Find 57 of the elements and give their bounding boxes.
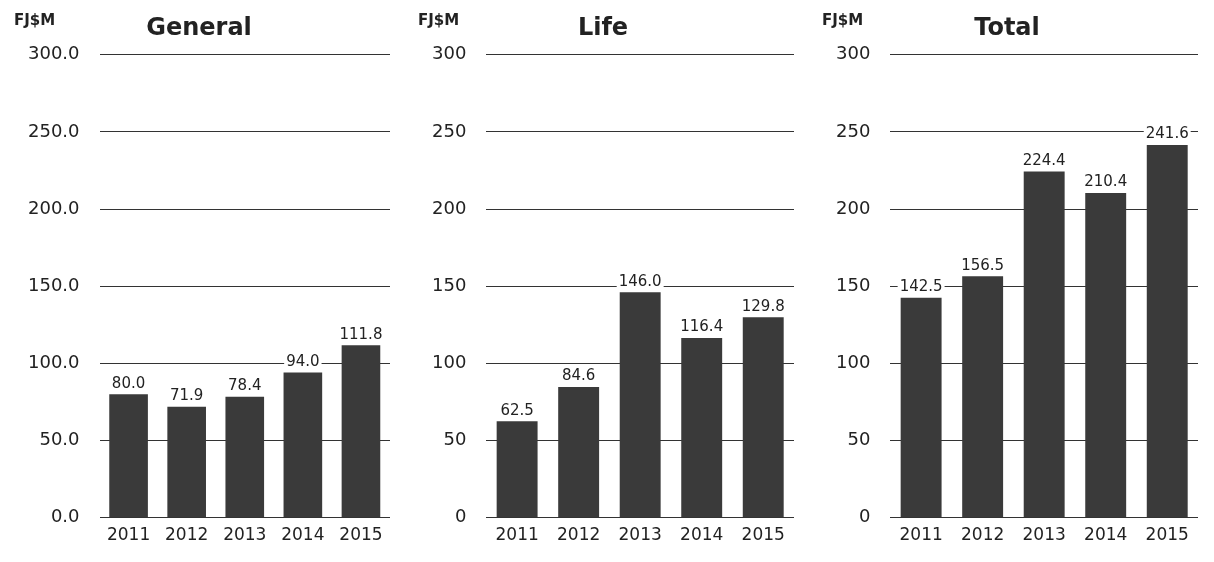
data-label: 78.4	[228, 376, 262, 395]
x-tick-label: 2014	[281, 524, 325, 545]
x-tick-label: 2013	[223, 524, 267, 545]
x-tick-label: 2011	[899, 524, 943, 545]
y-tick-label: 100	[432, 351, 467, 373]
data-label: 210.4	[1084, 172, 1128, 191]
x-tick-label: 2015	[741, 524, 785, 545]
y-axis-title: FJ$M	[822, 11, 864, 30]
y-tick-label: 250	[432, 119, 467, 141]
data-label: 224.4	[1022, 150, 1066, 169]
y-axis-title: FJ$M	[14, 11, 56, 30]
data-label: 71.9	[169, 386, 204, 405]
y-tick-label: 200	[836, 196, 871, 218]
y-tick-label: 150	[432, 273, 467, 295]
y-tick-label: 300	[836, 42, 871, 64]
y-tick-label: 50.0	[39, 428, 80, 450]
y-tick-label: 150	[836, 273, 871, 295]
data-label: 241.6	[1145, 124, 1189, 143]
x-tick-label: 2014	[1084, 524, 1128, 545]
data-label: 156.5	[961, 255, 1005, 274]
y-tick-label: 200.0	[28, 196, 80, 218]
y-tick-label: 200	[432, 196, 467, 218]
y-tick-label: 50	[443, 428, 467, 450]
data-label: 116.4	[680, 317, 724, 336]
chart-title: General	[146, 12, 252, 41]
x-tick-label: 2011	[495, 524, 539, 545]
x-tick-label: 2011	[106, 524, 151, 545]
y-tick-label: 0	[454, 505, 467, 527]
y-tick-label: 100.0	[28, 351, 80, 373]
y-tick-label: 250.0	[28, 119, 80, 141]
x-tick-label: 2015	[339, 524, 383, 545]
y-tick-label: 250	[836, 119, 871, 141]
y-tick-label: 100	[836, 351, 871, 373]
y-tick-label: 0	[858, 505, 871, 527]
y-tick-label: 0.0	[50, 505, 80, 527]
data-label: 129.8	[741, 296, 785, 315]
chart-title: Total	[974, 12, 1040, 41]
x-tick-label: 2015	[1145, 524, 1189, 545]
y-tick-label: 300	[432, 42, 467, 64]
x-tick-label: 2013	[618, 524, 662, 545]
y-tick-label: 50	[847, 428, 871, 450]
x-tick-label: 2012	[557, 524, 601, 545]
y-tick-label: 150.0	[28, 273, 80, 295]
y-axis-title: FJ$M	[418, 11, 460, 30]
x-tick-label: 2013	[1022, 524, 1066, 545]
data-label: 80.0	[111, 373, 146, 392]
data-label: 84.6	[561, 366, 596, 385]
data-label: 111.8	[339, 324, 383, 343]
x-tick-label: 2012	[165, 524, 209, 545]
data-label: 142.5	[899, 277, 943, 296]
x-tick-label: 2012	[961, 524, 1005, 545]
chart-title: Life	[577, 12, 629, 41]
data-label: 94.0	[286, 351, 320, 370]
data-label: 146.0	[618, 271, 662, 290]
x-tick-label: 2014	[680, 524, 724, 545]
y-tick-label: 300.0	[28, 42, 80, 64]
data-label: 62.5	[500, 400, 534, 419]
